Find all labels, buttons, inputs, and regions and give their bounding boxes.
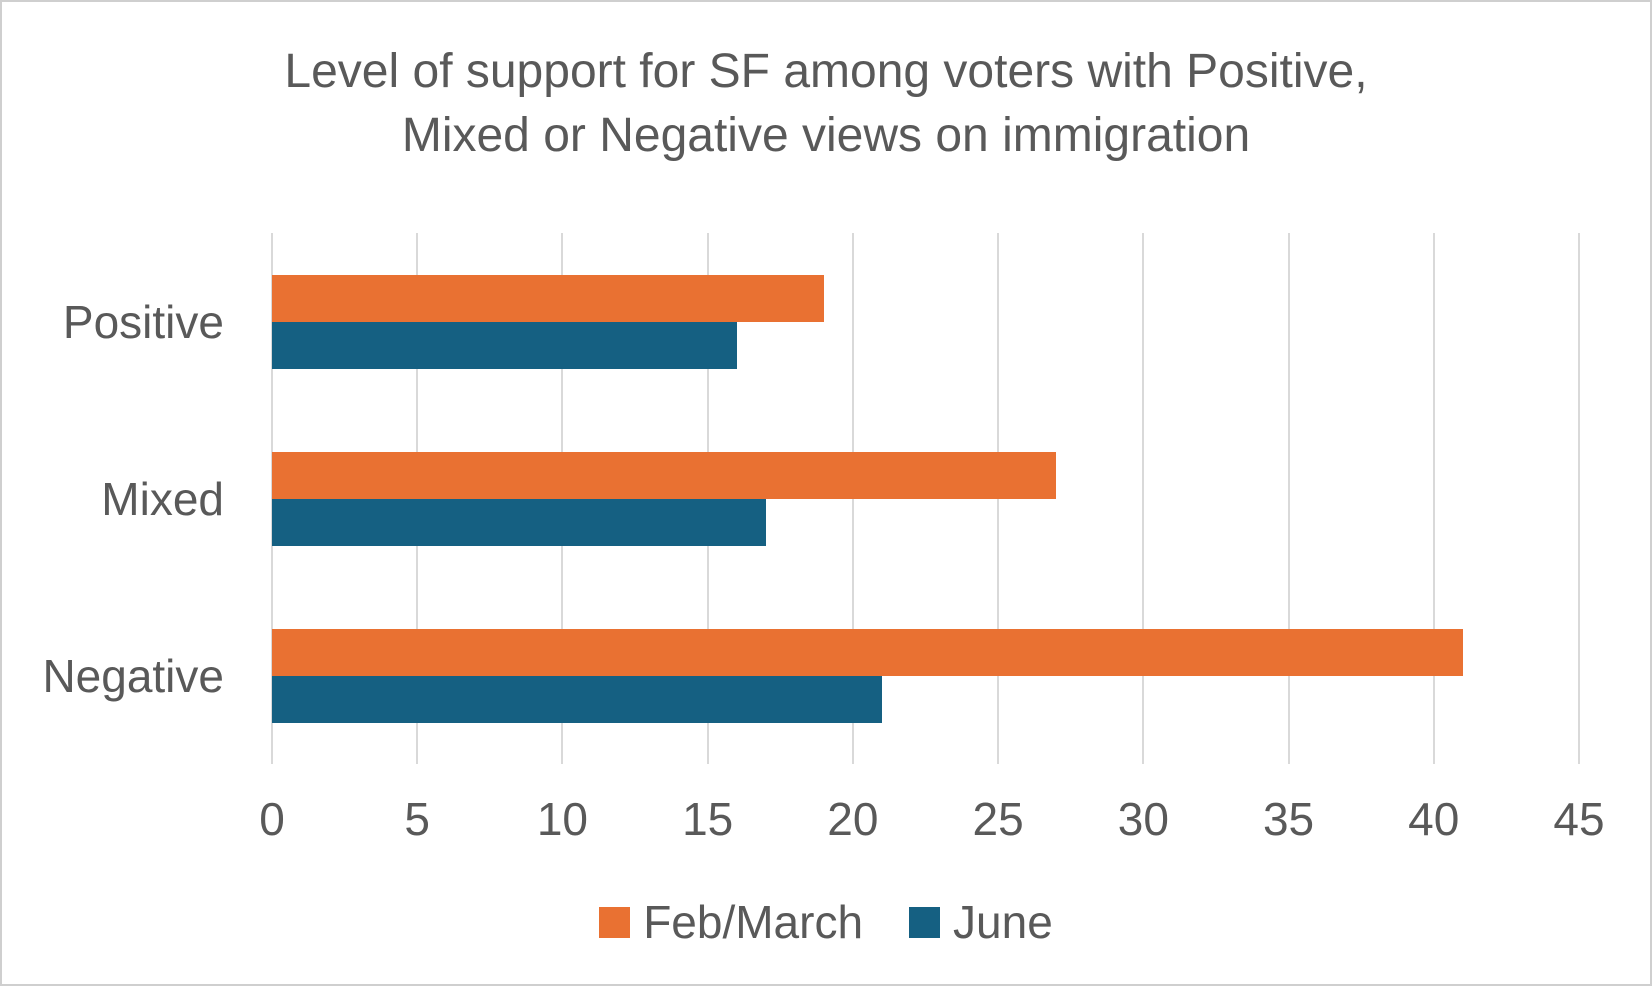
legend-swatch-june [909,906,941,938]
category-label-mixed: Mixed [101,472,224,525]
bar-feb-march-negative [272,628,1463,676]
gridline [1578,233,1580,764]
bar-june-negative [272,675,882,723]
gridline [1287,233,1290,764]
bar-feb-march-mixed [272,451,1057,499]
legend-item-june: June [909,895,1053,949]
legend-label-feb-march: Feb/March [643,896,864,948]
bar-feb-march-positive [272,274,824,322]
x-tick-label-25: 25 [972,793,1024,845]
gridline [1142,233,1145,764]
category-label-positive: Positive [62,295,224,348]
legend: Feb/March June [2,895,1650,949]
gridline [997,233,1000,764]
chart-title: Level of support for SF among voters wit… [2,40,1650,168]
bar-june-mixed [272,498,766,546]
x-tick-label-5: 5 [404,793,431,845]
x-tick-label-35: 35 [1262,793,1315,845]
chart-title-line: Level of support for SF among voters wit… [284,45,1368,98]
category-label-negative: Negative [42,649,224,702]
bar-june-positive [272,321,737,369]
gridline [1432,233,1435,764]
legend-label-june: June [953,896,1053,948]
x-tick-label-10: 10 [536,793,589,845]
legend-swatch-feb-march [599,906,631,938]
category-axis-labels: Positive Mixed Negative [2,233,224,764]
plot-area [271,233,1580,764]
gridline [851,233,854,764]
chart-title-line: Mixed or Negative views on immigration [401,109,1251,162]
x-tick-label-15: 15 [682,793,734,845]
x-tick-label-0: 0 [259,793,285,845]
x-tick-label-20: 20 [827,793,879,845]
x-tick-label-45: 45 [1553,793,1605,845]
legend-item-feb-march: Feb/March [599,895,863,949]
x-tick-label-40: 40 [1408,793,1460,845]
x-tick-label-30: 30 [1117,793,1169,845]
value-axis-tick-labels: 0 5 10 15 20 25 30 35 40 45 [2,792,1650,845]
